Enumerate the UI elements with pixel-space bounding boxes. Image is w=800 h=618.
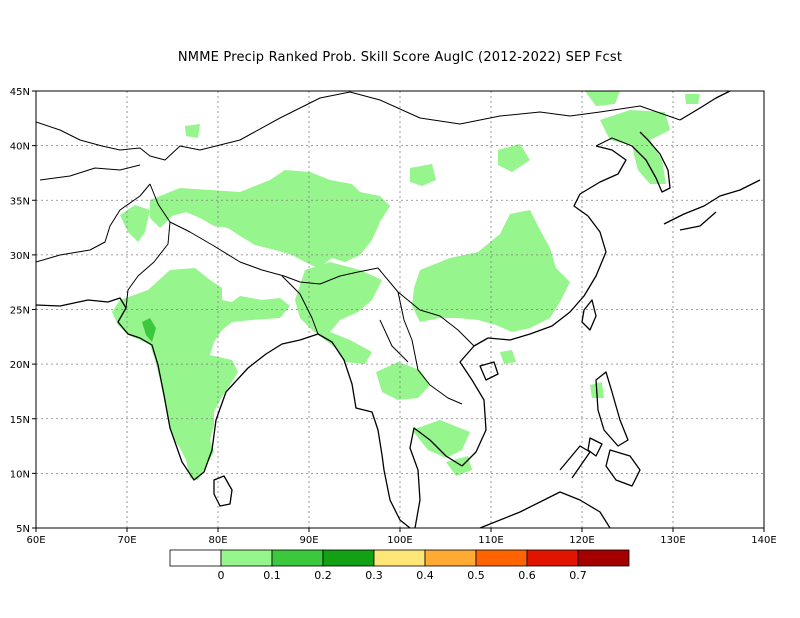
shade-kashmir xyxy=(185,124,200,138)
y-tick-label: 35N xyxy=(10,196,30,207)
shade-thailand xyxy=(376,362,430,400)
colorbar-label: 0.6 xyxy=(518,569,536,582)
border-india-pak xyxy=(125,183,171,309)
y-tick-label: 45N xyxy=(10,87,30,98)
coast-arabia-iran xyxy=(36,297,141,339)
shade-hainan xyxy=(500,350,516,364)
colorbar-swatch xyxy=(526,549,579,567)
coast-korea xyxy=(631,131,671,193)
border-india-east xyxy=(281,275,319,335)
coast-vietnam xyxy=(459,337,489,467)
colorbar-swatch xyxy=(220,549,273,567)
y-tick-label: 10N xyxy=(10,469,30,480)
colorbar-label: 0 xyxy=(218,569,225,582)
y-tick-label: 20N xyxy=(10,360,30,371)
shade-tibet xyxy=(150,170,390,268)
map-title: NMME Precip Ranked Prob. Skill Score Aug… xyxy=(177,50,623,65)
colorbar-swatch xyxy=(475,549,528,567)
coast-gulf-thailand xyxy=(409,427,463,528)
shade-afghanistan xyxy=(120,205,150,242)
shade-mekong-delta xyxy=(446,456,472,476)
shade-india-coast xyxy=(142,318,156,342)
coast-bay-myanmar xyxy=(299,333,385,471)
x-tick-label: 130E xyxy=(660,535,685,546)
coast-russia-east xyxy=(679,91,731,121)
colorbar-swatch xyxy=(373,549,426,567)
colorbar-swatch xyxy=(322,549,375,567)
coast-taiwan xyxy=(581,299,597,331)
colorbar-swatch xyxy=(271,549,324,567)
y-tick-label: 30N xyxy=(10,251,30,262)
x-tick-label: 70E xyxy=(117,535,136,546)
colorbar-swatch xyxy=(577,549,630,567)
coastlines xyxy=(36,91,761,528)
y-tick-label: 40N xyxy=(10,142,30,153)
x-tick-label: 100E xyxy=(387,535,412,546)
skill-shading xyxy=(112,91,700,480)
y-tick-label: 5N xyxy=(16,524,30,535)
coast-malay xyxy=(383,469,411,528)
x-axis-ticks: 60E 70E 80E 90E 100E 110E 120E 130E 140E xyxy=(26,528,777,546)
shade-myanmar xyxy=(295,262,382,364)
shade-mongolia xyxy=(600,110,670,145)
x-tick-label: 140E xyxy=(751,535,776,546)
coast-india xyxy=(139,337,301,481)
shade-china-central xyxy=(410,164,436,186)
border-himalaya xyxy=(169,221,379,285)
y-tick-label: 25N xyxy=(10,306,30,317)
colorbar-swatch xyxy=(424,549,477,567)
coast-hainan xyxy=(479,361,499,381)
coast-yellow-sea xyxy=(573,145,627,217)
x-tick-label: 90E xyxy=(299,535,318,546)
border-central-asia xyxy=(36,121,201,181)
shade-indochina-south xyxy=(412,420,470,458)
x-tick-label: 80E xyxy=(208,535,227,546)
x-tick-label: 120E xyxy=(569,535,594,546)
colorbar: 0 0.1 0.2 0.3 0.4 0.5 0.6 0.7 xyxy=(169,549,630,582)
colorbar-label: 0.2 xyxy=(314,569,332,582)
coast-srilanka xyxy=(213,475,233,507)
border-china-north xyxy=(199,91,681,151)
colorbar-label: 0.1 xyxy=(263,569,281,582)
x-tick-label: 60E xyxy=(26,535,45,546)
coast-palawan-borneo xyxy=(479,445,611,528)
shade-amur xyxy=(685,94,700,104)
coast-mindanao-visayas xyxy=(587,437,641,487)
coast-south-china xyxy=(487,215,607,341)
colorbar-label: 0.4 xyxy=(416,569,434,582)
shade-manchuria xyxy=(585,91,620,106)
y-tick-label: 15N xyxy=(10,415,30,426)
shade-korea xyxy=(632,140,666,184)
border-mainland-se xyxy=(377,267,475,405)
colorbar-swatch xyxy=(169,549,222,567)
border-korea-china xyxy=(595,137,633,147)
colorbar-label: 0.3 xyxy=(365,569,383,582)
shade-north-china xyxy=(498,144,530,172)
shade-india xyxy=(112,268,290,480)
coast-luzon xyxy=(595,371,629,447)
y-axis-ticks: 5N 10N 15N 20N 25N 30N 35N 40N 45N xyxy=(10,87,36,535)
x-tick-label: 110E xyxy=(478,535,503,546)
coast-japan xyxy=(663,179,761,231)
border-iran-pak-afg xyxy=(36,183,151,263)
colorbar-label: 0.5 xyxy=(467,569,485,582)
colorbar-label: 0.7 xyxy=(569,569,587,582)
gridlines xyxy=(36,91,764,528)
